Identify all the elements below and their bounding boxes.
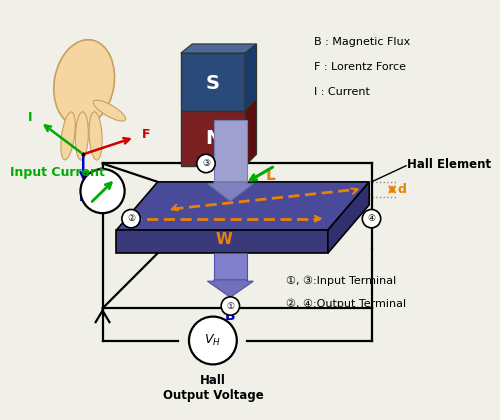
Bar	[214, 253, 247, 280]
Text: ④: ④	[368, 214, 376, 223]
Text: ①: ①	[226, 302, 234, 310]
Ellipse shape	[94, 100, 126, 121]
Text: N: N	[205, 129, 221, 148]
Circle shape	[122, 210, 140, 228]
Polygon shape	[116, 182, 369, 230]
Text: Hall Element: Hall Element	[407, 158, 491, 171]
Text: Input Current: Input Current	[10, 166, 104, 179]
Text: ③: ③	[202, 159, 210, 168]
Polygon shape	[328, 182, 369, 253]
Circle shape	[362, 210, 380, 228]
Ellipse shape	[61, 112, 76, 160]
FancyArrow shape	[208, 182, 254, 201]
Text: B: B	[78, 191, 88, 204]
Text: B : Magnetic Flux: B : Magnetic Flux	[314, 37, 410, 47]
Bar	[180, 53, 245, 110]
Text: ①, ③:Input Terminal: ①, ③:Input Terminal	[286, 276, 397, 286]
Text: L: L	[266, 168, 275, 183]
Ellipse shape	[54, 40, 114, 126]
Polygon shape	[116, 230, 328, 253]
Text: F: F	[142, 128, 150, 141]
Ellipse shape	[89, 112, 102, 160]
Text: d: d	[398, 183, 406, 196]
Circle shape	[80, 169, 124, 213]
FancyArrow shape	[208, 280, 254, 297]
Circle shape	[189, 317, 237, 365]
Ellipse shape	[76, 112, 88, 160]
Text: I : Current: I : Current	[314, 87, 370, 97]
Bar	[180, 110, 245, 166]
Polygon shape	[180, 44, 256, 53]
Text: W: W	[216, 232, 233, 247]
Text: B: B	[225, 309, 235, 323]
Text: S: S	[206, 74, 220, 92]
Circle shape	[197, 154, 215, 173]
Text: Hall
Output Voltage: Hall Output Voltage	[162, 374, 264, 402]
Text: F : Lorentz Force: F : Lorentz Force	[314, 62, 406, 72]
Polygon shape	[245, 44, 256, 110]
Text: ②, ④:Output Terminal: ②, ④:Output Terminal	[286, 299, 406, 309]
Circle shape	[221, 297, 240, 315]
Bar	[214, 120, 247, 182]
Text: I: I	[28, 111, 32, 124]
Text: $V_H$: $V_H$	[204, 333, 222, 348]
Polygon shape	[245, 99, 256, 166]
Text: ②: ②	[127, 214, 135, 223]
